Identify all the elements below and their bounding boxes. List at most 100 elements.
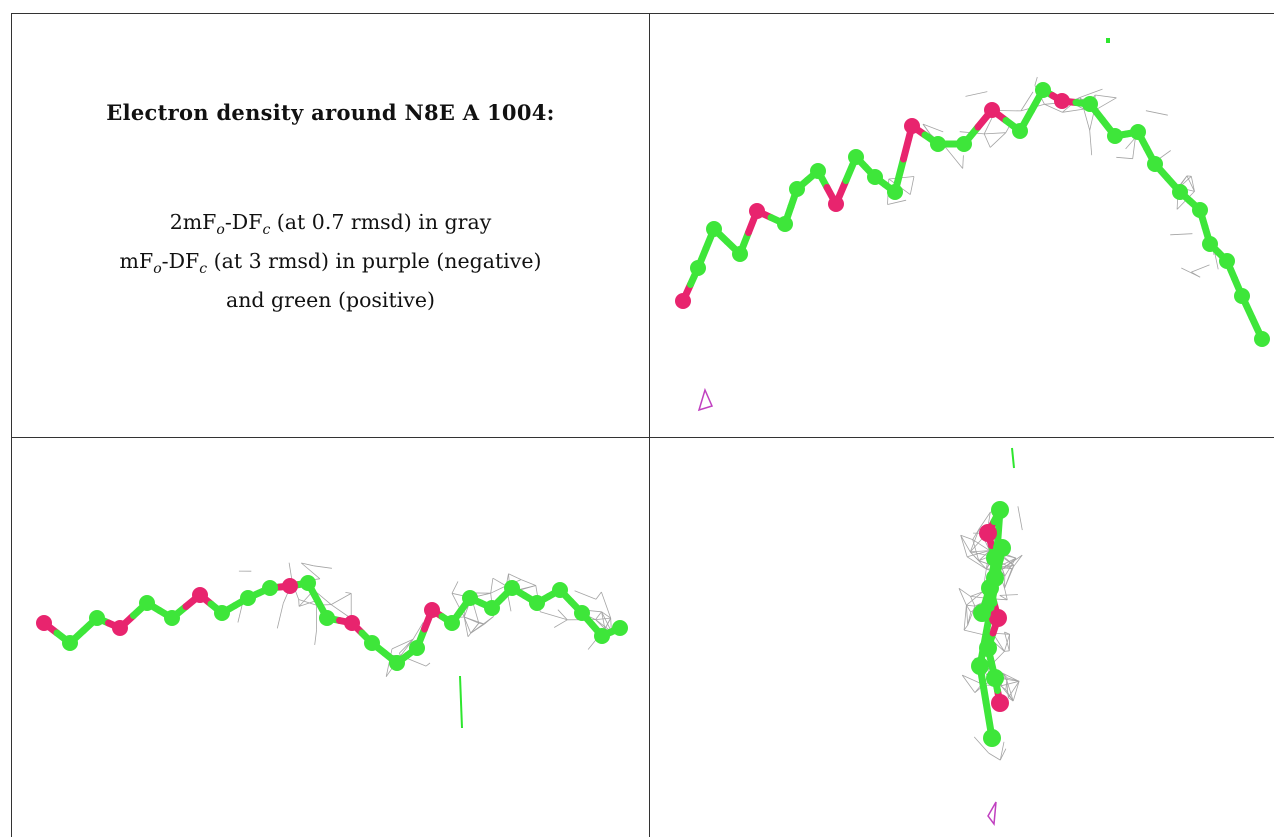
carbon-atom	[789, 181, 805, 197]
carbon-atom	[214, 605, 230, 621]
carbon-atom	[1192, 202, 1208, 218]
carbon-atom	[484, 600, 500, 616]
mesh-segment	[989, 132, 1007, 148]
mesh-segment	[601, 611, 606, 629]
mesh-segment	[399, 638, 414, 654]
carbon-atom	[139, 595, 155, 611]
carbon-atom	[956, 136, 972, 152]
legend-line-positive: and green (positive)	[225, 288, 435, 313]
mesh-segment	[1001, 680, 1020, 687]
mesh-segment	[508, 573, 522, 580]
mesh-segment	[1186, 175, 1195, 192]
mesh-segment	[960, 534, 973, 540]
oxygen-atom	[344, 615, 360, 631]
carbon-atom	[462, 590, 478, 606]
mesh-segment	[601, 611, 612, 632]
carbon-atom	[983, 729, 1001, 747]
mesh-segment	[972, 539, 990, 551]
ligand-model	[675, 82, 1270, 347]
mesh-segment	[463, 616, 472, 634]
density-image-top-right	[675, 38, 1270, 412]
legend-line-fofc: mFo-DFc (at 3 rmsd) in purple (negative)	[120, 246, 542, 285]
mesh-segment	[1044, 103, 1063, 113]
mesh-segment	[1005, 689, 1014, 702]
legend-fofc-suffix: (at 3 rmsd) in purple (negative)	[207, 249, 542, 274]
legend-fofc-sub1: o	[153, 261, 162, 278]
mesh-segment	[966, 605, 969, 626]
carbon-atom	[240, 590, 256, 606]
carbon-atom	[993, 539, 1011, 557]
mesh-segment	[313, 565, 332, 569]
carbon-atom	[986, 669, 1004, 687]
oxygen-atom	[675, 293, 691, 309]
mesh-segment	[1132, 137, 1136, 159]
carbon-atom	[1035, 82, 1051, 98]
carbon-atom	[1012, 123, 1028, 139]
mesh-segment	[345, 592, 352, 594]
legend-line-2fofc: 2mFo-DFc (at 0.7 rmsd) in gray	[120, 207, 542, 246]
mesh-segment	[1004, 631, 1010, 651]
mesh-segment	[922, 123, 931, 135]
mesh-segment	[595, 619, 606, 630]
carbon-atom	[887, 184, 903, 200]
view-bottom-left	[12, 438, 649, 837]
caption-legend: 2mFo-DFc (at 0.7 rmsd) in gray mFo-DFc (…	[120, 207, 542, 316]
carbon-atom	[1172, 184, 1188, 200]
mesh-segment	[922, 123, 944, 133]
carbon-atom	[706, 221, 722, 237]
mesh-segment	[464, 616, 485, 625]
mesh-segment	[966, 556, 987, 570]
carbon-atom	[389, 655, 405, 671]
mesh-segment	[1007, 681, 1020, 698]
density-image-bottom-left	[36, 562, 628, 729]
mesh-segment	[978, 511, 991, 529]
figure-table: Electron density around N8E A 1004: 2mFo…	[11, 13, 1274, 837]
mesh-segment	[595, 611, 602, 620]
carbon-atom	[1082, 96, 1098, 112]
oxygen-atom	[828, 196, 844, 212]
mesh-segment	[967, 605, 976, 626]
mesh-segment	[946, 148, 964, 169]
mesh-segment	[962, 155, 964, 169]
mesh-segment	[1020, 91, 1034, 112]
mesh-segment	[963, 605, 967, 631]
mesh-segment	[983, 133, 991, 148]
mesh-segment	[966, 604, 972, 613]
legend-2fofc-sub1: o	[216, 222, 225, 239]
oxygen-atom	[984, 102, 1000, 118]
mesh-segment	[484, 616, 494, 625]
mesh-segment	[969, 528, 980, 553]
oxygen-atom	[749, 203, 765, 219]
positive-difference-blob	[1011, 447, 1015, 469]
mesh-segment	[595, 591, 602, 600]
mesh-segment	[970, 596, 976, 607]
mesh-segment	[400, 638, 414, 657]
mesh-segment	[966, 604, 975, 607]
carbon-atom	[594, 628, 610, 644]
mesh-segment	[1125, 137, 1136, 150]
oxygen-atom	[36, 615, 52, 631]
mesh-segment	[298, 599, 317, 606]
carbon-atom	[810, 163, 826, 179]
positive-difference-blob	[1106, 38, 1110, 43]
mesh-segment	[973, 736, 989, 754]
mesh-segment	[520, 579, 536, 586]
mesh-segment	[966, 591, 984, 606]
mesh-segment	[1006, 679, 1020, 682]
carbon-atom	[732, 246, 748, 262]
mesh-segment	[1191, 264, 1210, 273]
carbon-atom	[971, 657, 989, 675]
mesh-segment	[887, 199, 907, 205]
legend-fofc-mid: -DF	[161, 249, 200, 274]
mesh-segment	[490, 578, 494, 594]
carbon-atom	[1234, 288, 1250, 304]
mesh-segment	[540, 611, 568, 621]
mesh-segment	[958, 588, 967, 606]
mesh-segment	[1004, 565, 1015, 589]
carbon-atom	[444, 615, 460, 631]
mesh-segment	[970, 591, 984, 597]
caption-title: Electron density around N8E A 1004:	[106, 100, 555, 125]
carbon-atom	[867, 169, 883, 185]
mesh-segment	[961, 674, 976, 693]
mesh-segment	[1004, 588, 1008, 600]
